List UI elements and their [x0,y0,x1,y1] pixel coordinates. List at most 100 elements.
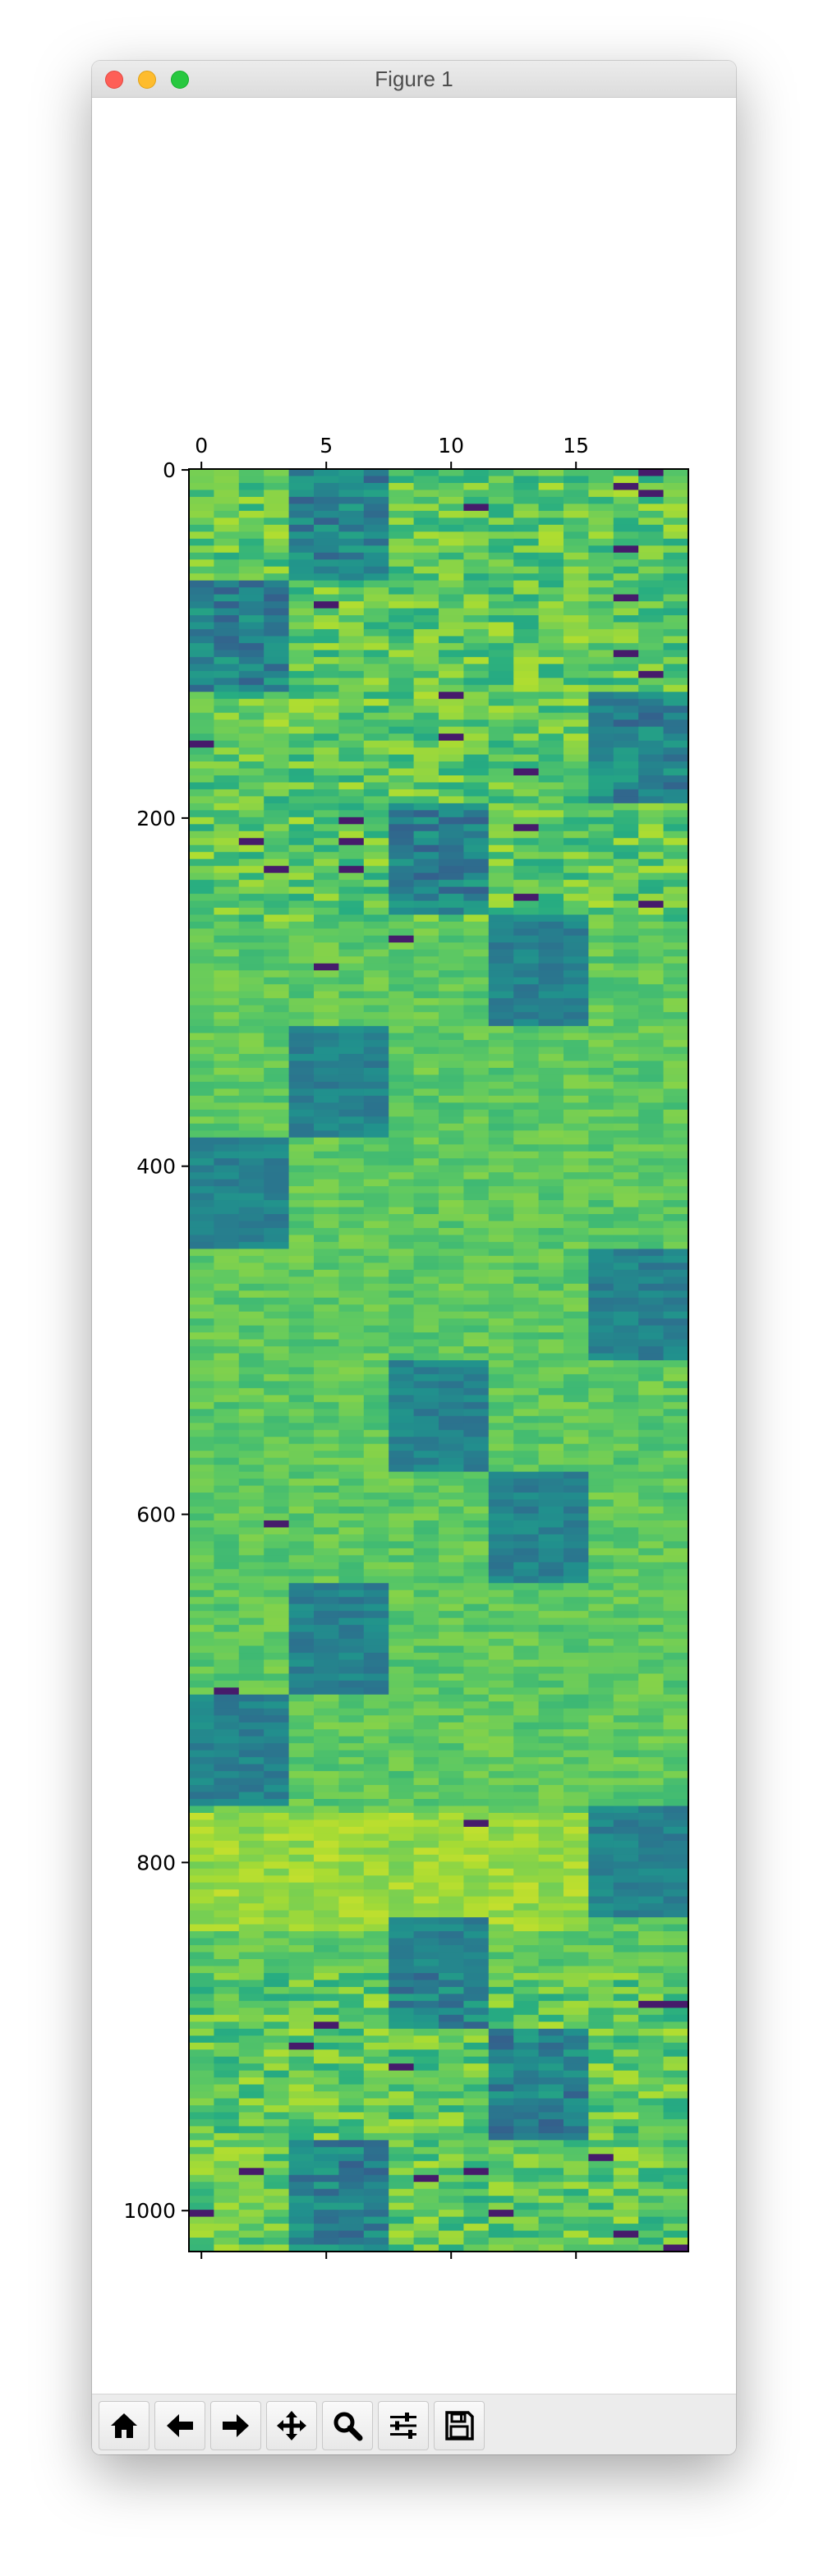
heatmap-cell [288,1972,315,1981]
heatmap-cell [413,545,439,554]
heatmap-cell [264,1736,290,1744]
heatmap-cell [488,1896,514,1904]
heatmap-cell [363,1213,389,1222]
close-window-button[interactable] [105,71,123,89]
heatmap-cell [588,1555,614,1563]
heatmap-cell [513,1325,540,1333]
heatmap-cell [238,608,264,616]
heatmap-cell [588,998,614,1006]
heatmap-cell [264,1116,290,1125]
heatmap-cell [538,1708,564,1716]
heatmap-cell [389,775,415,784]
heatmap-cell [264,1945,290,1953]
heatmap-cell [389,1548,415,1556]
heatmap-cell [638,838,665,846]
heatmap-cell [588,1360,614,1368]
heatmap-cell [638,1207,665,1215]
heatmap-cell [389,1367,415,1375]
heatmap-cell [264,1980,290,1988]
heatmap-cell [238,1249,264,1257]
heatmap-cell [638,816,665,825]
heatmap-cell [338,1555,365,1563]
heatmap-cell [338,1799,365,1807]
heatmap-cell [463,1875,490,1884]
heatmap-cell [314,1680,339,1688]
heatmap-cell [439,880,464,888]
heatmap-cell [488,1033,514,1041]
heatmap-cell [363,1165,389,1173]
heatmap-cell [238,476,264,484]
heatmap-cell [439,1465,464,1473]
heatmap-cell [588,2188,614,2196]
heatmap-cell [363,2077,389,2086]
heatmap-cell [538,2182,564,2190]
heatmap-cell [564,1506,589,1515]
heatmap-cell [363,1771,389,1779]
heatmap-cell [463,1102,490,1111]
heatmap-cell [238,1931,264,1939]
heatmap-cell [413,1471,439,1479]
heatmap-cell [389,1889,415,1898]
heatmap-cell [288,678,315,686]
heatmap-cell [638,1924,665,1932]
heatmap-cell [413,2188,439,2196]
heatmap-cell [488,1227,514,1236]
heatmap-cell [439,1513,464,1521]
heatmap-cell [214,726,240,734]
heatmap-cell [338,1429,365,1438]
heatmap-cell [214,1764,240,1772]
heatmap-cell [663,726,689,734]
heatmap-cell [588,1513,614,1521]
heatmap-cell [638,2008,665,2016]
heatmap-cell [189,2084,214,2092]
heatmap-cell [638,2042,665,2050]
heatmap-cell [439,1625,464,1633]
heatmap-cell [314,706,339,714]
minimize-window-button[interactable] [138,71,156,89]
heatmap-cell [564,566,589,574]
heatmap-cell [513,2000,540,2008]
heatmap-cell [488,552,514,560]
heatmap-cell [564,949,589,957]
heatmap-cell [488,2244,514,2252]
heatmap-cell [488,726,514,734]
heatmap-cell [663,1235,689,1243]
heatmap-cell [488,587,514,596]
heatmap-cell [463,1443,490,1451]
heatmap-cell [663,552,689,560]
heatmap-cell [363,2202,389,2210]
heatmap-cell [363,2188,389,2196]
heatmap-cell [389,636,415,644]
heatmap-cell [439,622,464,630]
heatmap-cell [189,768,214,776]
heatmap-cell [264,1409,290,1417]
heatmap-cell [488,1945,514,1953]
heatmap-cell [488,1283,514,1291]
heatmap-cell [189,2014,214,2022]
heatmap-cell [214,2210,240,2218]
zoom-window-button[interactable] [171,71,189,89]
heatmap-cell [613,684,639,692]
heatmap-cell [413,914,439,922]
heatmap-cell [488,1952,514,1960]
heatmap-cell [538,761,564,770]
figure-canvas[interactable]: 0 5 10 15 0 200 400 600 800 1000 [92,98,736,2394]
heatmap-cell [564,1186,589,1194]
heatmap-cell [638,1743,665,1751]
heatmap-cell [413,678,439,686]
heatmap-cell [439,2160,464,2169]
heatmap-cell [288,1680,315,1688]
heatmap-cell [389,1012,415,1020]
heatmap-cell [488,908,514,916]
heatmap-cell [463,1938,490,1946]
heatmap-cell [513,1060,540,1069]
heatmap-cell [314,482,339,491]
heatmap-cell [389,538,415,546]
heatmap-cell [314,2008,339,2016]
heatmap-cell [214,921,240,930]
heatmap-cell [389,594,415,602]
heatmap-cell [264,1151,290,1159]
heatmap-cell [314,587,339,596]
heatmap-cell [389,1931,415,1939]
heatmap-cell [439,656,464,665]
